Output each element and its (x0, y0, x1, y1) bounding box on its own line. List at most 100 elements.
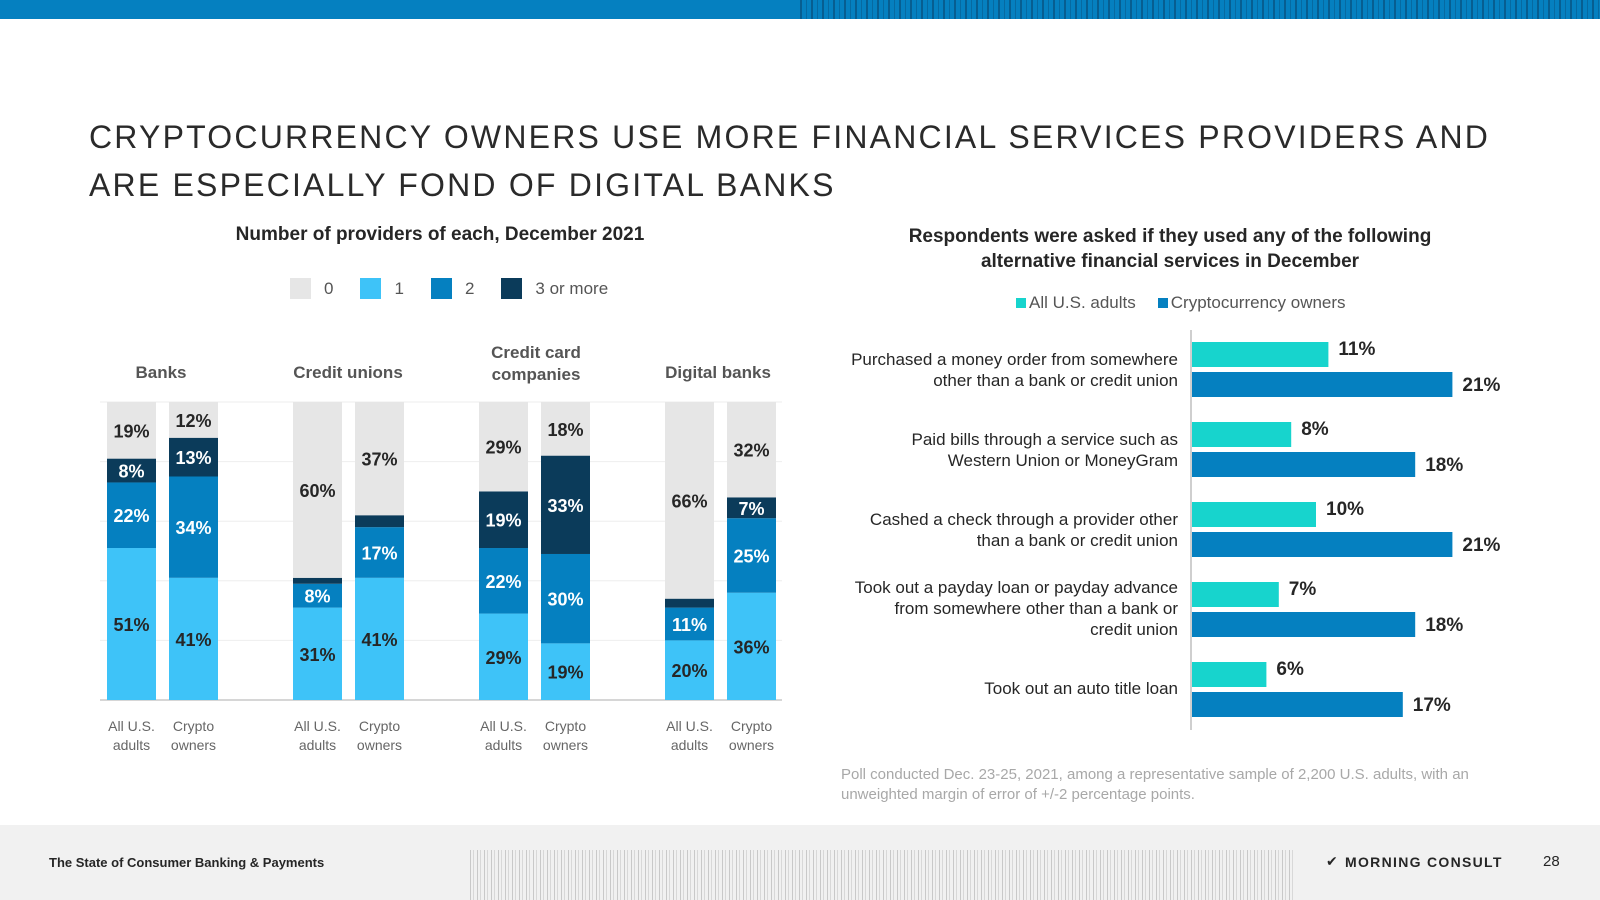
bar-segment (355, 527, 404, 578)
hbar-value-label: 8% (1301, 419, 1329, 440)
brand-name: MORNING CONSULT (1345, 853, 1503, 870)
bar-segment (355, 515, 404, 528)
methodology-note: Poll conducted Dec. 23-25, 2021, among a… (841, 766, 1469, 803)
category-label-credit-card-line-2: companies (491, 365, 581, 384)
horizontal-bar-chart: 11% 21% 8% 18% 10% 21% 7% 18% 6% 17% (1190, 330, 1501, 730)
category-label-banks: Banks (135, 363, 187, 382)
right-chart-legend: All U.S. adults Cryptocurrency owners (1016, 293, 1368, 313)
legend-swatch-1 (360, 278, 382, 299)
data-label: 30% (547, 590, 583, 610)
bar-axis-label: Crypto (359, 718, 400, 734)
hbar-label-line: other than a bank or credit union (933, 371, 1178, 390)
page-title-line-2: ARE ESPECIALLY FOND OF DIGITAL BANKS (89, 167, 836, 204)
data-label: 66% (671, 491, 707, 511)
hbar-value-label: 11% (1338, 339, 1375, 360)
bar-segment (541, 455, 590, 554)
legend-swatch-all-adults (1016, 298, 1026, 308)
legend-item-3plus: 3 or more (501, 278, 608, 299)
hbar-category-label: Took out an auto title loan (818, 678, 1178, 699)
bar-segment (665, 402, 714, 599)
page-number: 28 (1543, 853, 1560, 870)
hbar (1192, 662, 1267, 687)
data-label: 60% (299, 481, 335, 501)
bar-segment (727, 402, 776, 498)
bar-segment (665, 640, 714, 700)
data-label: 18% (547, 420, 583, 440)
data-label: 17% (361, 543, 397, 563)
top-bar-pattern (800, 0, 1600, 19)
bar-segment (479, 548, 528, 614)
bar-segment (727, 592, 776, 700)
data-label: 29% (485, 648, 521, 668)
data-label: 51% (113, 615, 149, 635)
bar-segment (479, 613, 528, 700)
top-accent-bar (0, 0, 1600, 19)
hbar-value-label: 18% (1425, 455, 1463, 476)
bar-axis-label: adults (671, 737, 708, 753)
bar-segment (293, 402, 342, 578)
data-label: 7% (738, 499, 764, 519)
data-label: 29% (485, 438, 521, 458)
hbar-category-label: Took out a payday loan or payday advance… (818, 577, 1178, 640)
legend-label-2: 2 (464, 278, 475, 298)
data-label: 33% (547, 496, 583, 516)
hbar-label-line: Cashed a check through a provider other (869, 510, 1178, 529)
bar-segment (541, 643, 590, 700)
bar-axis-label: owners (729, 737, 774, 753)
legend-swatch-3plus (501, 278, 523, 299)
bar-segment (355, 577, 404, 700)
bar-axis-label: All U.S. (294, 718, 341, 734)
hbar (1192, 502, 1316, 527)
bar-segment (541, 553, 590, 644)
footer-pattern (470, 850, 1296, 900)
hbar-value-label: 18% (1425, 615, 1463, 636)
bar-axis-label: All U.S. (108, 718, 155, 734)
hbar-label-line: than a bank or credit union (976, 531, 1178, 550)
bar-axis-label: Crypto (173, 718, 214, 734)
bar-axis-label: Crypto (731, 718, 772, 734)
category-label-credit-card-line-1: Credit card (491, 343, 581, 362)
legend-item-1: 1 (360, 278, 404, 299)
bar-segment (293, 583, 342, 608)
data-label: 19% (547, 663, 583, 683)
bar-axis-label: All U.S. (666, 718, 713, 734)
bar-segment (293, 607, 342, 700)
footer-report-title: The State of Consumer Banking & Payments (49, 855, 325, 870)
data-label: 31% (299, 645, 335, 665)
legend-label-crypto-owners: Cryptocurrency owners (1170, 293, 1346, 312)
hbar (1192, 452, 1416, 477)
data-label: 13% (175, 448, 211, 468)
hbar-label-line: from somewhere other than a bank or (894, 599, 1178, 618)
bar-segment (169, 437, 218, 477)
bar-segment (169, 402, 218, 438)
bar-axis-label: adults (113, 737, 150, 753)
legend-swatch-0 (290, 278, 311, 299)
brand-mark-icon: ✔ (1326, 853, 1340, 869)
hbar-label-line: credit union (1090, 620, 1178, 639)
bar-segment (727, 497, 776, 519)
hbar-label-line: Took out an auto title loan (984, 679, 1178, 698)
hbar (1192, 422, 1292, 447)
legend-label-3plus: 3 or more (535, 278, 609, 298)
data-label: 37% (361, 450, 397, 470)
right-chart-title-line-2: alternative financial services in Decemb… (980, 251, 1360, 272)
bar-segment (541, 402, 590, 456)
data-label: 8% (304, 587, 330, 607)
page-title-line-1: CRYPTOCURRENCY OWNERS USE MORE FINANCIAL… (89, 119, 1491, 156)
legend-item-0: 0 (290, 278, 333, 299)
bar-segment (355, 402, 404, 516)
legend-label-0: 0 (324, 278, 334, 298)
legend-item-crypto-owners: Cryptocurrency owners (1157, 293, 1346, 313)
bar-axis-label: owners (171, 737, 216, 753)
hbar-label-line: Purchased a money order from somewhere (851, 350, 1178, 369)
bar-axis-label: Crypto (545, 718, 586, 734)
right-chart-title-line-1: Respondents were asked if they used any … (908, 226, 1432, 247)
hbar-value-label: 21% (1462, 375, 1500, 396)
data-label: 20% (671, 661, 707, 681)
bar-segment (107, 458, 156, 483)
data-label: 41% (361, 630, 397, 650)
hbar-label-line: Paid bills through a service such as (911, 430, 1178, 449)
bar-axis-label: All U.S. (480, 718, 527, 734)
data-label: 41% (175, 630, 211, 650)
bar-axis-label: owners (357, 737, 402, 753)
